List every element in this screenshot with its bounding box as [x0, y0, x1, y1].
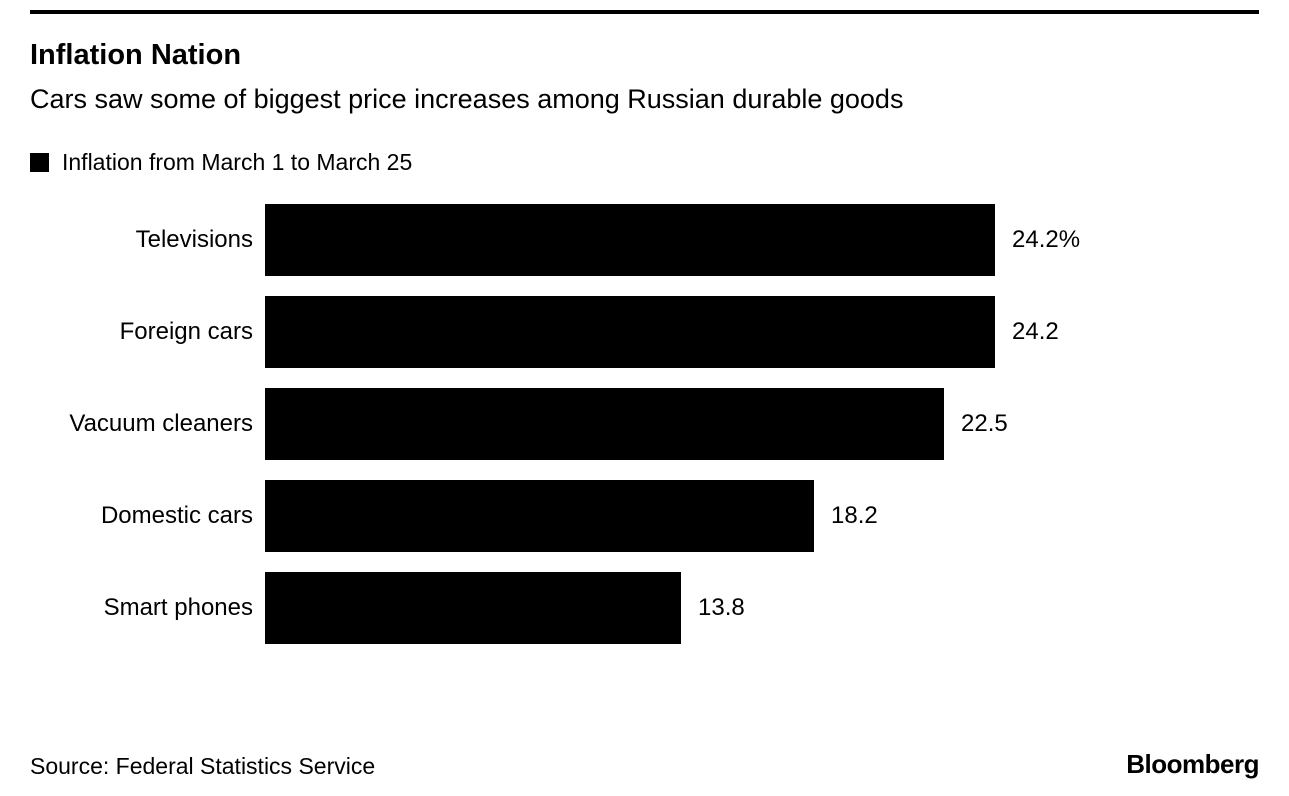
bar-value: 24.2% [1012, 225, 1081, 253]
bar-label: Smart phones [103, 593, 253, 621]
bar-label: Foreign cars [119, 317, 253, 345]
bar-row: Domestic cars 18.2 [30, 479, 1259, 552]
bar-row: Televisions 24.2% [30, 203, 1259, 276]
bar-chart: Televisions 24.2% Foreign cars 24.2 Vacu… [30, 203, 1259, 644]
bar-label: Televisions [135, 225, 253, 253]
bar-area: 18.2 [265, 479, 1259, 552]
bar-area: 22.5 [265, 387, 1259, 460]
top-rule [30, 10, 1259, 14]
bar [265, 387, 944, 460]
bar-label: Vacuum cleaners [69, 409, 253, 437]
bar-value: 24.2 [1012, 317, 1059, 345]
bar-value: 22.5 [961, 409, 1008, 437]
bar-row: Smart phones 13.8 [30, 571, 1259, 644]
bar [265, 571, 681, 644]
bar-area: 24.2% [265, 203, 1259, 276]
bar-value: 13.8 [698, 593, 745, 621]
chart-subtitle: Cars saw some of biggest price increases… [30, 83, 904, 114]
bar-row: Vacuum cleaners 22.5 [30, 387, 1259, 460]
bar-row: Foreign cars 24.2 [30, 295, 1259, 368]
chart-title: Inflation Nation [30, 39, 242, 71]
bar-area: 13.8 [265, 571, 1259, 644]
bar [265, 203, 995, 276]
bar-value: 18.2 [831, 501, 878, 529]
source-note: Source: Federal Statistics Service [30, 753, 376, 779]
legend-label: Inflation from March 1 to March 25 [62, 148, 413, 175]
footer: Source: Federal Statistics Service Bloom… [30, 749, 1259, 780]
bar-label: Domestic cars [100, 501, 253, 529]
bar-rows: Televisions 24.2% Foreign cars 24.2 Vacu… [30, 203, 1259, 644]
legend: Inflation from March 1 to March 25 [30, 149, 1259, 176]
bar [265, 479, 814, 552]
legend-swatch-icon [30, 152, 49, 172]
bar [265, 295, 995, 368]
bloomberg-logo: Bloomberg [1126, 749, 1259, 779]
bar-area: 24.2 [265, 295, 1259, 368]
